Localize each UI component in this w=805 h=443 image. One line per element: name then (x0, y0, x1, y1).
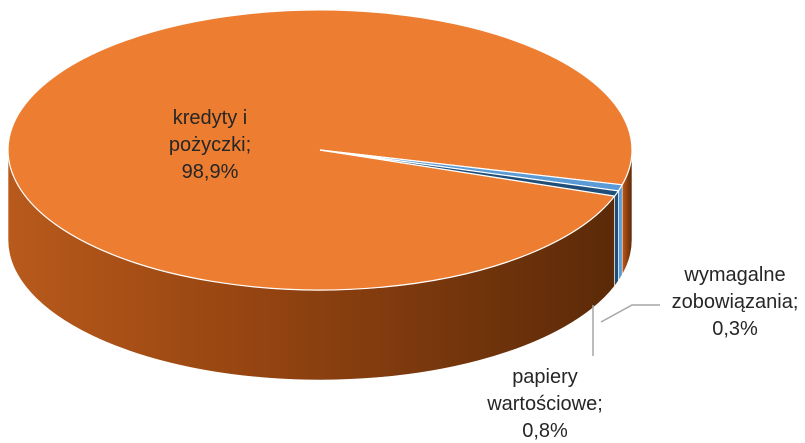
slice-side-papiery (618, 183, 623, 282)
leader-lines (592, 304, 660, 356)
slice-side-wymagalne (614, 189, 619, 287)
label-papiery-value: 0,8% (522, 420, 568, 442)
label-wymagalne-line1: wymagalne (683, 264, 785, 286)
pie-top (7, 9, 633, 291)
slice-wymagalne (319, 149, 620, 197)
label-wymagalne-line2: zobowiązania; (672, 291, 799, 313)
label-kredyty-value: 98,9% (182, 161, 239, 183)
label-kredyty-line1: kredyty i (173, 107, 247, 129)
label-papiery-line1: papiery (512, 366, 578, 388)
label-papiery-line2: wartościowe; (486, 393, 603, 415)
label-wymagalne-value: 0,3% (712, 318, 758, 340)
data-labels: kredyty i pożyczki; 98,9% papiery wartościow… (169, 107, 799, 442)
leader-wymagalne (600, 304, 660, 323)
label-kredyty-line2: pożyczki; (169, 134, 251, 156)
slice-kredyty (7, 9, 633, 291)
